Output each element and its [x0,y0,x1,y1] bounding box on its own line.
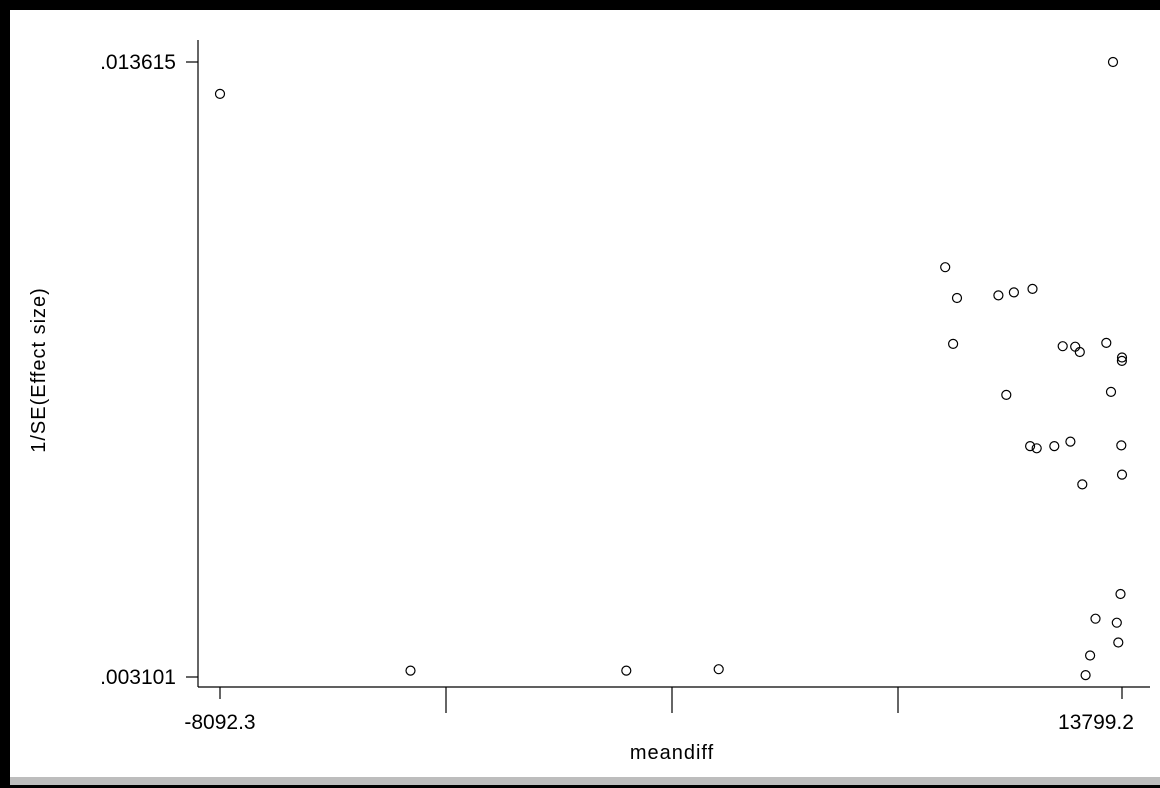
scatter-point-23 [1101,337,1112,348]
scatter-point-6 [940,262,951,273]
scatter-point-24 [1105,386,1117,397]
scatter-points [214,56,1128,681]
scatter-point-11 [1024,441,1036,452]
x-tick-label-left: -8092.3 [184,711,255,734]
scatter-point-10 [1008,287,1020,298]
scatter-point-26 [1111,617,1122,628]
y-tick-label-top: .013615 [100,51,176,74]
scatter-point-18 [1074,346,1085,358]
scatter-point-2 [405,665,416,676]
scatter-point-3 [621,665,632,676]
scatter-point-15 [1057,341,1068,352]
scatter-point-29 [1116,440,1127,451]
scatter-point-31 [1116,355,1128,366]
scatter-point-5 [951,292,963,304]
x-axis-title: meandiff [630,742,714,764]
scatter-point-20 [1080,669,1091,681]
y-axis-title: 1/SE(Effect size) [28,287,50,453]
bottom-edge-strip [10,777,1160,785]
scatter-point-22 [1090,613,1101,624]
x-tick-label-right: 13799.2 [1058,711,1134,734]
scatter-point-19 [1077,479,1088,490]
scatter-point-32 [1116,352,1128,363]
scatter-point-9 [1001,389,1012,400]
scatter-point-28 [1115,588,1126,600]
y-tick-label-bottom: .003101 [100,666,176,689]
scatter-point-27 [1113,637,1124,648]
scatter-point-30 [1116,469,1128,480]
scatter-point-13 [1031,443,1042,454]
scatter-point-21 [1084,650,1096,661]
scatter-point-1 [214,88,226,100]
scatter-point-16 [1065,436,1076,447]
scatter-point-4 [713,664,724,675]
scatter-point-8 [993,290,1004,301]
scatter-point-7 [947,338,959,349]
scatter-point-14 [1049,441,1060,452]
scatter-point-12 [1027,283,1038,294]
scatter-point-25 [1107,56,1119,68]
